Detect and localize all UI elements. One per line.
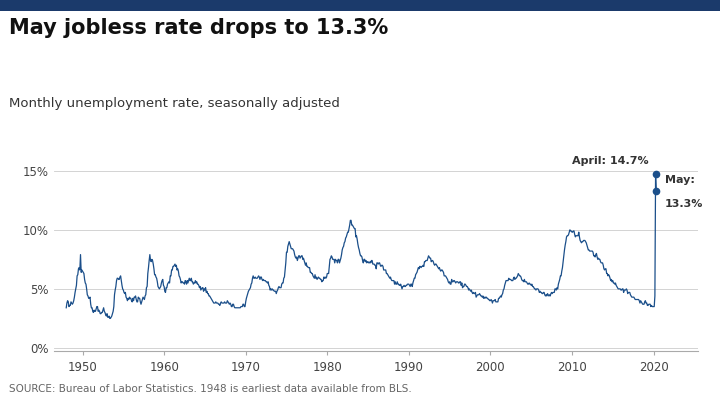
Text: May:: May: [665,175,695,185]
Text: April: 14.7%: April: 14.7% [572,156,649,166]
Text: SOURCE: Bureau of Labor Statistics. 1948 is earliest data available from BLS.: SOURCE: Bureau of Labor Statistics. 1948… [9,384,412,394]
Text: 13.3%: 13.3% [665,199,703,209]
Text: Monthly unemployment rate, seasonally adjusted: Monthly unemployment rate, seasonally ad… [9,97,341,110]
Text: May jobless rate drops to 13.3%: May jobless rate drops to 13.3% [9,18,389,38]
